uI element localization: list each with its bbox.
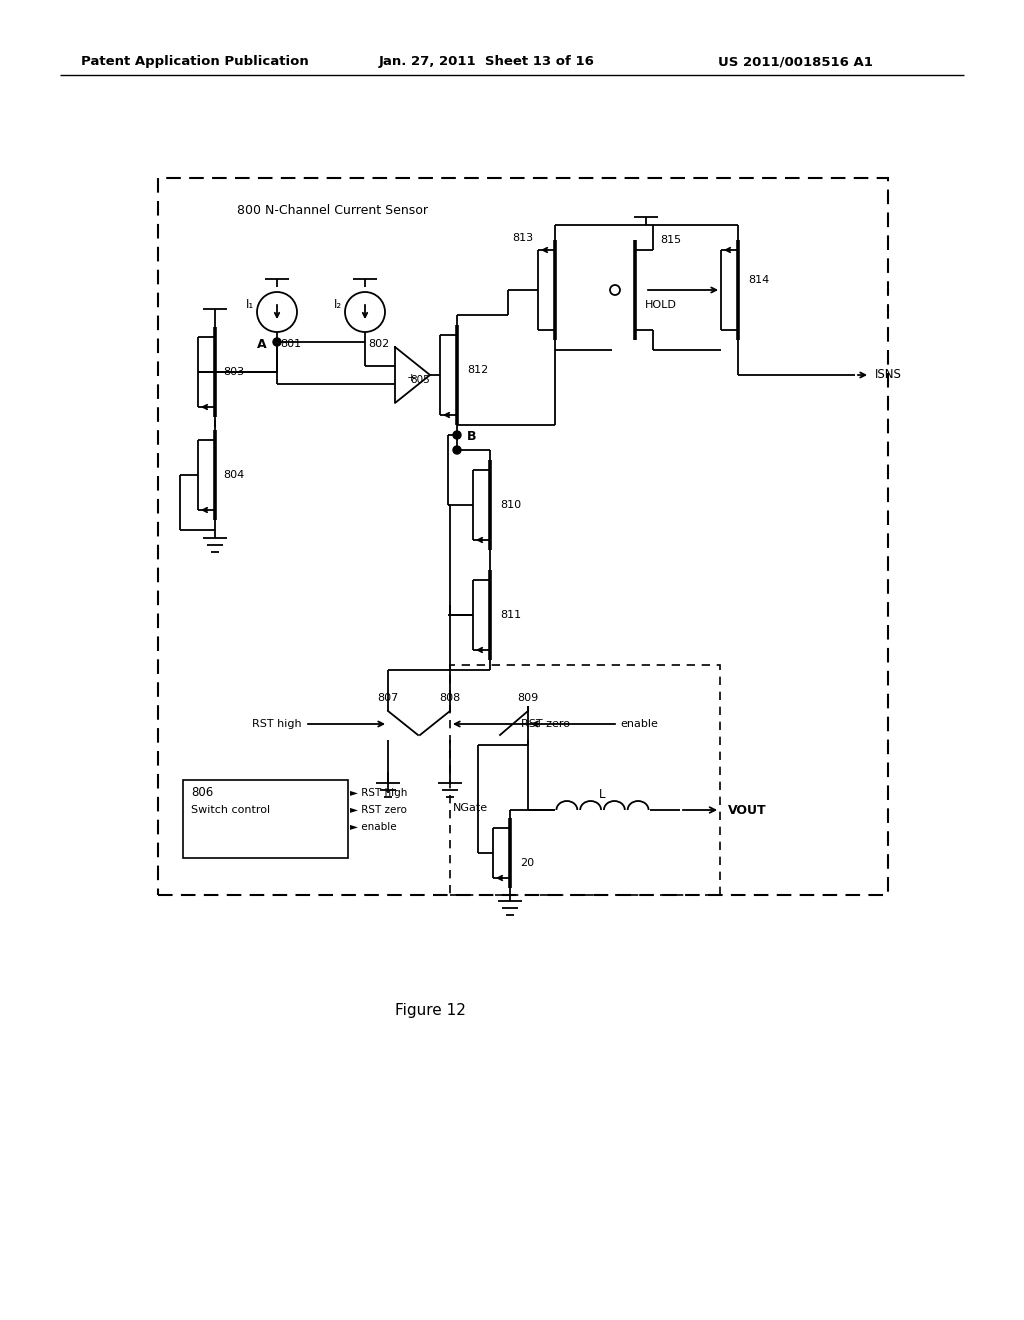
- Text: 814: 814: [748, 275, 769, 285]
- Text: VOUT: VOUT: [728, 804, 767, 817]
- Text: ► RST zero: ► RST zero: [350, 805, 407, 814]
- Text: RST high: RST high: [252, 719, 302, 729]
- Text: HOLD: HOLD: [645, 300, 677, 310]
- Text: A: A: [257, 338, 267, 351]
- Text: 806: 806: [191, 787, 213, 800]
- Text: RST zero: RST zero: [521, 719, 570, 729]
- Text: 802: 802: [368, 339, 389, 348]
- Circle shape: [453, 432, 461, 440]
- Text: 810: 810: [500, 500, 521, 510]
- Text: +: +: [407, 374, 416, 383]
- Bar: [183, 780, 348, 858]
- Text: 800 N-Channel Current Sensor: 800 N-Channel Current Sensor: [237, 203, 428, 216]
- Circle shape: [453, 446, 461, 454]
- Text: enable: enable: [620, 719, 657, 729]
- Text: 807: 807: [378, 693, 398, 704]
- Text: 811: 811: [500, 610, 521, 620]
- Text: Jan. 27, 2011  Sheet 13 of 16: Jan. 27, 2011 Sheet 13 of 16: [379, 55, 595, 69]
- Text: I₂: I₂: [334, 297, 342, 310]
- Bar: [450, 665, 720, 895]
- Text: Switch control: Switch control: [191, 805, 270, 814]
- Text: ISNS: ISNS: [874, 368, 902, 381]
- Circle shape: [273, 338, 281, 346]
- Text: 809: 809: [517, 693, 539, 704]
- Bar: [158, 178, 888, 895]
- Text: I₁: I₁: [246, 297, 254, 310]
- Text: NGate: NGate: [453, 803, 488, 813]
- Text: L: L: [599, 788, 605, 800]
- Text: 804: 804: [223, 470, 245, 480]
- Text: ► RST high: ► RST high: [350, 788, 408, 799]
- Text: 812: 812: [467, 366, 488, 375]
- Text: 805: 805: [411, 375, 430, 385]
- Text: 803: 803: [223, 367, 244, 378]
- Text: B: B: [467, 430, 476, 444]
- Text: 808: 808: [439, 693, 461, 704]
- Text: US 2011/0018516 A1: US 2011/0018516 A1: [718, 55, 872, 69]
- Text: 813: 813: [512, 234, 534, 243]
- Text: ► enable: ► enable: [350, 822, 396, 832]
- Text: Figure 12: Figure 12: [394, 1002, 466, 1018]
- Text: 815: 815: [660, 235, 681, 246]
- Text: 20: 20: [520, 858, 535, 869]
- Text: Patent Application Publication: Patent Application Publication: [81, 55, 309, 69]
- Text: 801: 801: [280, 339, 301, 348]
